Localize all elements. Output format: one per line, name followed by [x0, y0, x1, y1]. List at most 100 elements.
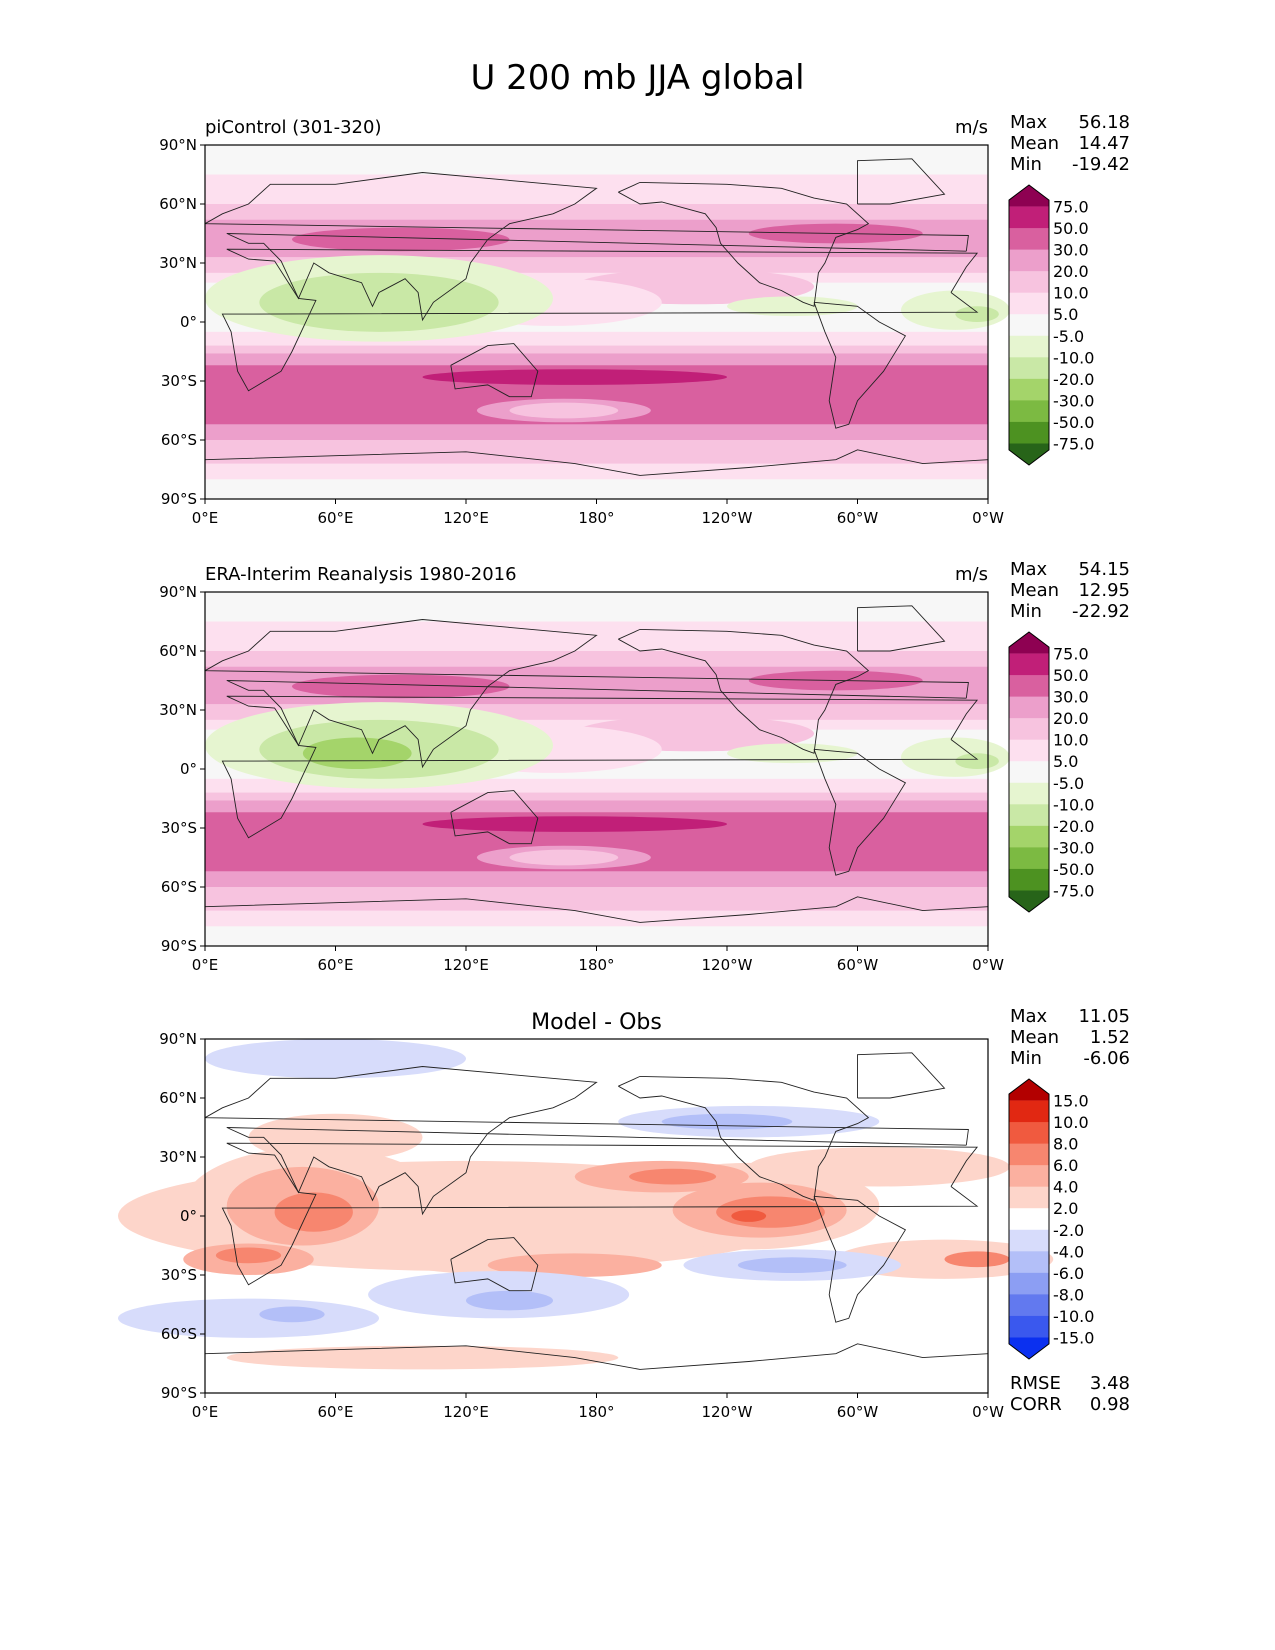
colorbar-label: 5.0: [1053, 305, 1078, 324]
colorbar-label: 50.0: [1053, 219, 1089, 238]
x-tick-label: 0°W: [972, 509, 1004, 527]
x-tick-label: 0°E: [192, 509, 219, 527]
x-tick-label: 180°: [578, 956, 614, 974]
stat-label: Max: [1010, 112, 1048, 133]
x-tick-label: 180°: [578, 1403, 614, 1421]
colorbar-label: 8.0: [1053, 1135, 1078, 1154]
stat-label: Min: [1010, 601, 1042, 622]
stat-value: 12.95: [1078, 580, 1130, 601]
colorbar: 15.0 10.0 8.0 6.0 4.0 2.0 -2.0 -4.0 -6.0 -8.0 -10.…: [1008, 1078, 1094, 1360]
stat-value: 11.05: [1078, 1006, 1130, 1027]
map-panel-3: 90°N 60°N 30°N 0° 30°S 60°S 90°S0°E 60°E 120°E 18…: [118, 1006, 1130, 1421]
panel-units: m/s: [955, 117, 988, 138]
y-tick-label: 30°N: [159, 701, 197, 719]
colorbar-label: -30.0: [1053, 838, 1094, 857]
colorbar-label: -10.0: [1053, 1307, 1094, 1326]
stat-value: 54.15: [1078, 559, 1130, 580]
corr-label: CORR: [1010, 1394, 1062, 1415]
colorbar-label: 20.0: [1053, 709, 1089, 728]
coastlines: [205, 605, 988, 923]
stat-value: 1.52: [1090, 1027, 1130, 1048]
x-tick-label: 120°W: [702, 509, 753, 527]
colorbar: 75.0 50.0 30.0 20.0 10.0 5.0 -5.0 -10.0 -20.0 -30…: [1008, 631, 1094, 913]
colorbar: 75.0 50.0 30.0 20.0 10.0 5.0 -5.0 -10.0 -20.0 -30…: [1008, 184, 1094, 466]
colorbar-label: -50.0: [1053, 860, 1094, 879]
y-tick-label: 60°N: [159, 642, 197, 660]
x-tick-label: 0°E: [192, 1403, 219, 1421]
rmse-value: 3.48: [1090, 1373, 1130, 1394]
colorbar-label: 50.0: [1053, 666, 1089, 685]
stat-label: Min: [1010, 154, 1042, 175]
colorbar-label: 75.0: [1053, 198, 1089, 217]
colorbar-label: -8.0: [1053, 1285, 1084, 1304]
coastlines: [205, 1052, 988, 1370]
x-tick-label: 60°W: [837, 956, 879, 974]
colorbar-label: 10.0: [1053, 284, 1089, 303]
x-tick-label: 60°E: [317, 956, 353, 974]
colorbar-label: -75.0: [1053, 434, 1094, 453]
y-tick-label: 90°S: [161, 490, 197, 508]
panel-units: m/s: [955, 564, 988, 585]
y-tick-label: 90°N: [159, 1030, 197, 1048]
colorbar-label: 10.0: [1053, 1113, 1089, 1132]
x-tick-label: 60°E: [317, 509, 353, 527]
colorbar-label: -50.0: [1053, 413, 1094, 432]
x-tick-label: 180°: [578, 509, 614, 527]
y-tick-label: 60°N: [159, 195, 197, 213]
stat-value: -22.92: [1072, 601, 1130, 622]
stat-value: 56.18: [1078, 112, 1130, 133]
colorbar-label: -5.0: [1053, 327, 1084, 346]
x-tick-label: 0°W: [972, 1403, 1004, 1421]
corr-value: 0.98: [1090, 1394, 1130, 1415]
stat-label: Min: [1010, 1048, 1042, 1069]
stat-value: -19.42: [1072, 154, 1130, 175]
colorbar-label: 30.0: [1053, 241, 1089, 260]
x-tick-label: 120°E: [443, 509, 489, 527]
y-tick-label: 90°N: [159, 583, 197, 601]
colorbar-label: 75.0: [1053, 645, 1089, 664]
x-tick-label: 120°E: [443, 956, 489, 974]
stat-label: Max: [1010, 559, 1048, 580]
y-tick-label: 0°: [180, 313, 197, 331]
colorbar-label: 6.0: [1053, 1156, 1078, 1175]
colorbar-label: -10.0: [1053, 795, 1094, 814]
colorbar-label: -10.0: [1053, 348, 1094, 367]
x-tick-label: 120°W: [702, 1403, 753, 1421]
stat-label: Mean: [1010, 133, 1059, 154]
x-tick-label: 60°E: [317, 1403, 353, 1421]
y-tick-label: 30°S: [161, 1266, 197, 1284]
colorbar-label: -4.0: [1053, 1242, 1084, 1261]
y-tick-label: 0°: [180, 760, 197, 778]
y-tick-label: 60°S: [161, 878, 197, 896]
y-tick-label: 90°S: [161, 1384, 197, 1402]
field-layer: [118, 1039, 1054, 1393]
colorbar-label: 20.0: [1053, 262, 1089, 281]
figure-title: U 200 mb JJA global: [470, 58, 805, 98]
x-tick-label: 120°W: [702, 956, 753, 974]
panel-title: piControl (301-320): [205, 117, 381, 138]
panel-title: Model - Obs: [531, 1010, 662, 1035]
rmse-label: RMSE: [1010, 1373, 1061, 1394]
y-tick-label: 0°: [180, 1207, 197, 1225]
colorbar-label: -15.0: [1053, 1328, 1094, 1347]
colorbar-label: 4.0: [1053, 1178, 1078, 1197]
coastlines: [205, 158, 988, 476]
map-panel-1: 90°N 60°N 30°N 0° 30°S 60°S 90°S0°E 60°E 120°E 18…: [159, 112, 1130, 527]
colorbar-label: -2.0: [1053, 1221, 1084, 1240]
colorbar-label: -20.0: [1053, 817, 1094, 836]
colorbar-label: -20.0: [1053, 370, 1094, 389]
colorbar-label: 10.0: [1053, 731, 1089, 750]
x-tick-label: 0°E: [192, 956, 219, 974]
colorbar-label: 30.0: [1053, 688, 1089, 707]
stat-label: Mean: [1010, 580, 1059, 601]
y-tick-label: 30°N: [159, 254, 197, 272]
stat-value: 14.47: [1078, 133, 1130, 154]
x-tick-label: 0°W: [972, 956, 1004, 974]
field-layer: [205, 145, 1010, 499]
x-tick-label: 60°W: [837, 509, 879, 527]
y-tick-label: 30°S: [161, 372, 197, 390]
y-tick-label: 30°S: [161, 819, 197, 837]
stat-value: -6.06: [1083, 1048, 1130, 1069]
stat-label: Max: [1010, 1006, 1048, 1027]
